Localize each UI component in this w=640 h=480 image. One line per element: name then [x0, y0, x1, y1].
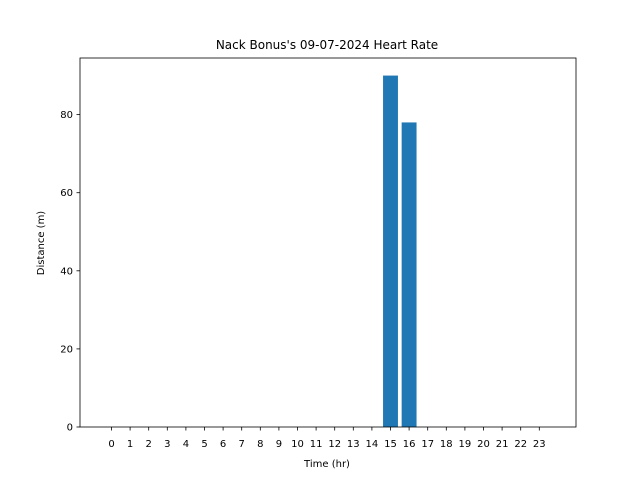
y-tick-label: 60: [60, 188, 73, 199]
x-tick-label: 21: [496, 439, 509, 450]
y-axis-ticks: 0 20 40 60 80: [60, 110, 80, 434]
x-tick-label: 10: [291, 439, 304, 450]
x-tick-label: 12: [328, 439, 341, 450]
y-tick-label: 0: [67, 423, 73, 434]
x-tick-label: 16: [403, 439, 416, 450]
x-tick-label: 14: [366, 439, 379, 450]
bars-group: [383, 75, 417, 428]
x-tick-label: 19: [459, 439, 472, 450]
x-tick-label: 22: [514, 439, 527, 450]
bar-hour-16: [401, 122, 417, 428]
x-tick-label: 23: [533, 439, 546, 450]
x-axis-ticks: 0 1 2 3 4 5 6 7 8 9 10 11 12 13 14 15 16 17 18 19 20 21 22 23: [108, 427, 546, 450]
chart-title: Nack Bonus's 09-07-2024 Heart Rate: [216, 38, 438, 52]
plot-frame: [79, 57, 577, 428]
y-tick-label: 20: [60, 344, 73, 355]
x-tick-label: 2: [146, 439, 152, 450]
x-tick-label: 17: [421, 439, 434, 450]
x-axis-label: Time (hr): [303, 459, 350, 470]
x-tick-label: 5: [201, 439, 207, 450]
x-tick-label: 9: [276, 439, 282, 450]
x-tick-label: 6: [220, 439, 226, 450]
x-tick-label: 18: [440, 439, 453, 450]
x-tick-label: 1: [127, 439, 133, 450]
x-tick-label: 20: [477, 439, 490, 450]
y-tick-label: 40: [60, 266, 73, 277]
x-tick-label: 8: [257, 439, 263, 450]
x-tick-label: 4: [183, 439, 189, 450]
x-tick-label: 3: [164, 439, 170, 450]
bar-hour-15: [383, 75, 398, 427]
y-axis-label: Distance (m): [36, 211, 47, 276]
x-tick-label: 13: [347, 439, 360, 450]
x-tick-label: 15: [384, 439, 397, 450]
x-tick-label: 7: [239, 439, 245, 450]
y-tick-label: 80: [60, 110, 73, 121]
x-tick-label: 0: [108, 439, 114, 450]
x-tick-label: 11: [310, 439, 323, 450]
